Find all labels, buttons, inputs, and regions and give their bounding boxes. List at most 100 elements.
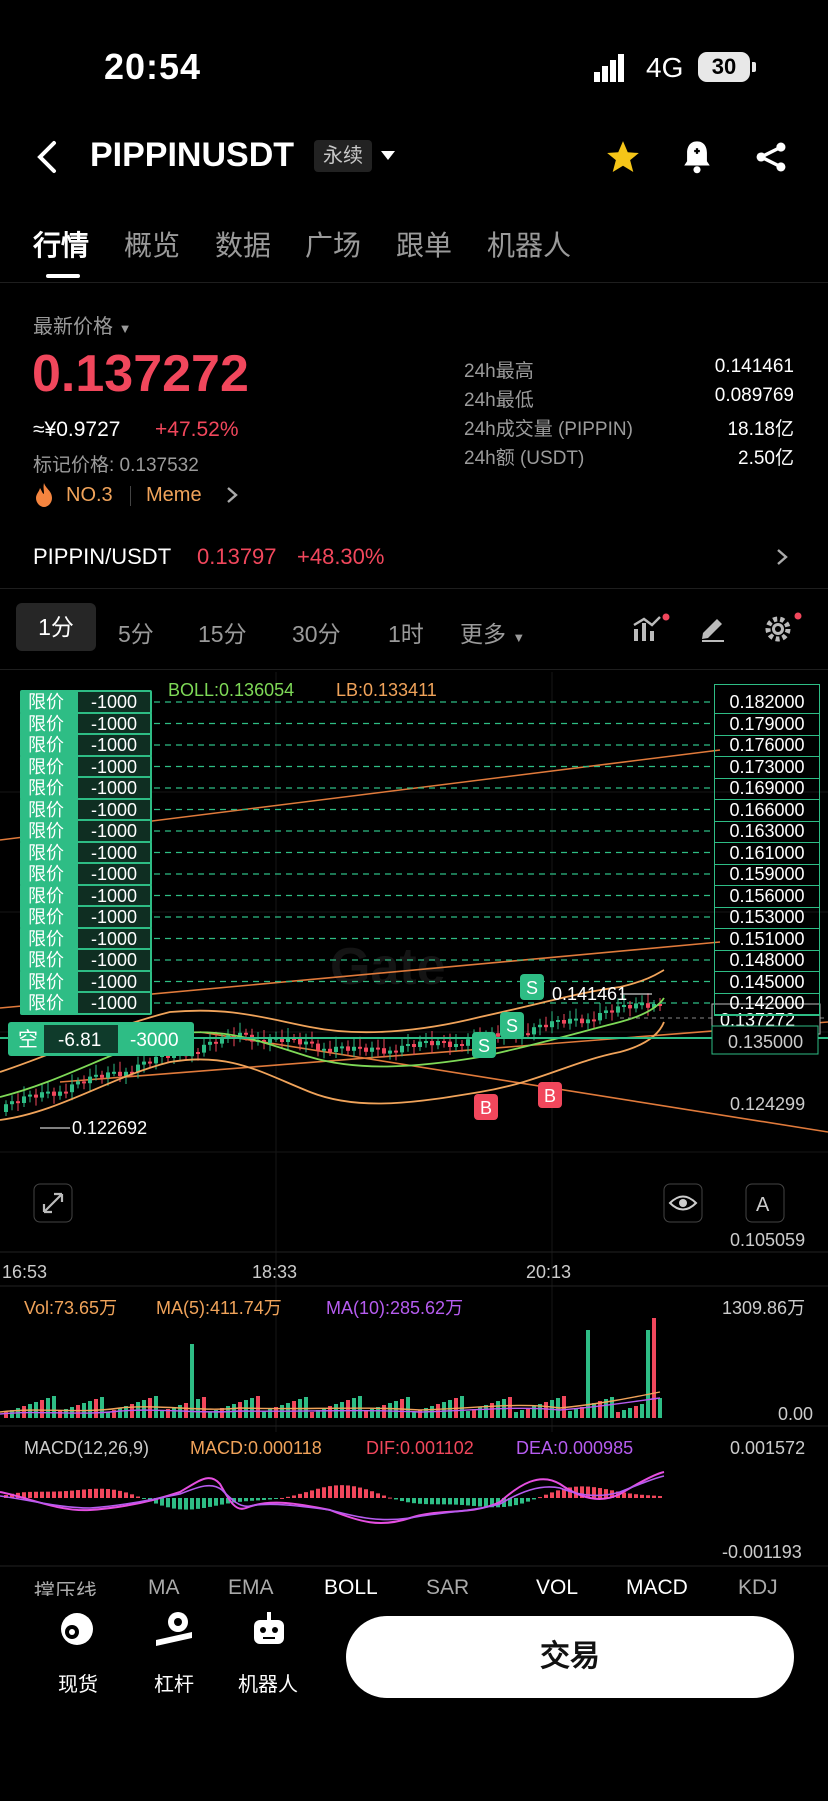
volume-bar (358, 1396, 362, 1418)
macd-bar (598, 1488, 602, 1498)
trade-button[interactable]: 交易 (346, 1616, 794, 1698)
sector-tag[interactable]: Meme (146, 484, 202, 506)
limit-order-tag[interactable]: 限价 -1000 (20, 926, 152, 951)
candle-body (616, 1006, 620, 1013)
chevron-right-icon[interactable] (226, 486, 238, 504)
timeframe-5m[interactable]: 5分 (118, 621, 154, 647)
candle-body (280, 1037, 284, 1042)
candle-body (436, 1041, 440, 1046)
volume-bar (100, 1397, 104, 1418)
candle-body (538, 1024, 542, 1028)
price-level-label: 0.176000 (715, 734, 819, 757)
limit-order-tag[interactable]: 限价 -1000 (20, 862, 152, 886)
candle-body (4, 1104, 8, 1112)
macd-bar (604, 1489, 608, 1498)
indicator-tab-ema[interactable]: EMA (228, 1576, 274, 1599)
limit-order-tag[interactable]: 限价 -1000 (20, 991, 152, 1015)
spot-pair-row[interactable]: PIPPIN/USDT 0.13797 +48.30% (0, 530, 828, 586)
macd-bar (334, 1485, 338, 1498)
macd-bar (412, 1498, 416, 1504)
limit-order-tag[interactable]: 限价 -1000 (20, 711, 152, 736)
limit-order-tag[interactable]: 限价 -1000 (20, 969, 152, 994)
volume-bar (244, 1400, 248, 1418)
timeframe-1h[interactable]: 1时 (388, 621, 424, 647)
tab-bot[interactable]: 机器人 (487, 230, 572, 261)
draw-tool-icon[interactable] (698, 613, 728, 643)
dif-value: DIF:0.001102 (366, 1438, 474, 1458)
limit-order-tag[interactable]: 限价 -1000 (20, 819, 152, 843)
nav-spot[interactable]: 现货 (38, 1613, 118, 1697)
nav-robot[interactable]: 机器人 (228, 1612, 308, 1697)
fullscreen-icon[interactable] (33, 1183, 73, 1223)
limit-order-tag[interactable]: 限价 -1000 (20, 754, 152, 779)
volume-bar (364, 1411, 368, 1418)
indicator-tab-ma[interactable]: MA (148, 1576, 180, 1599)
indicator-tab-kdj[interactable]: KDJ (738, 1576, 778, 1599)
volume-bar (346, 1400, 350, 1418)
candle-body (286, 1038, 290, 1042)
macd-bar (586, 1486, 590, 1498)
timeframe-more[interactable]: 更多 ▼ (460, 621, 526, 647)
candle-body (52, 1091, 56, 1096)
tab-overview[interactable]: 概览 (124, 230, 181, 261)
candle-body (340, 1046, 344, 1049)
chevron-down-icon[interactable] (380, 150, 396, 162)
candle-body (580, 1018, 584, 1024)
volume-bar (580, 1407, 584, 1418)
timeframe-15m[interactable]: 15分 (198, 621, 247, 647)
volume-bar (508, 1397, 512, 1418)
volume-bar (586, 1330, 590, 1418)
bell-alert-icon[interactable] (680, 138, 714, 176)
macd-bar (568, 1487, 572, 1498)
kline-chart[interactable]: Gate 0.137272 0.135000 BOLL:0.136054 LB:… (0, 672, 828, 1600)
nav-leverage[interactable]: 杠杆 (134, 1612, 214, 1697)
limit-order-tag[interactable]: 限价 -1000 (20, 776, 152, 800)
macd-bar (124, 1492, 128, 1498)
symbol-title[interactable]: PIPPINUSDT (90, 136, 295, 174)
indicator-tab-boll[interactable]: BOLL (324, 1576, 378, 1599)
price-level-label: 0.151000 (715, 928, 819, 951)
vol-axis-max: 1309.86万 (722, 1298, 805, 1318)
position-qty: -3000 (130, 1030, 179, 1051)
indicator-icon[interactable] (632, 613, 670, 645)
share-icon[interactable] (754, 140, 788, 174)
tab-market[interactable]: 行情 (33, 230, 90, 261)
tab-square[interactable]: 广场 (305, 230, 362, 261)
candle-body (466, 1039, 470, 1046)
macd-bar (130, 1494, 134, 1498)
limit-order-tag[interactable]: 限价 -1000 (20, 948, 152, 972)
auto-scale-icon[interactable]: A (745, 1183, 785, 1223)
indicator-tab-vol[interactable]: VOL (536, 1576, 579, 1599)
limit-order-tag[interactable]: 限价 -1000 (20, 797, 152, 822)
limit-order-tag[interactable]: 限价 -1000 (20, 733, 152, 757)
macd-bar (658, 1496, 662, 1498)
indicator-tab-sar[interactable]: SAR (426, 1576, 470, 1599)
limit-order-tag[interactable]: 限价 -1000 (20, 690, 152, 714)
indicator-tab-macd[interactable]: MACD (626, 1576, 688, 1599)
volume-bar (490, 1403, 494, 1418)
macd-bar (94, 1488, 98, 1498)
timeframe-30m[interactable]: 30分 (292, 621, 341, 647)
volume-bar (418, 1410, 422, 1418)
limit-order-tag[interactable]: 限价 -1000 (20, 840, 152, 865)
price-label[interactable]: 最新价格 ▼ (33, 316, 132, 338)
limit-order-tag[interactable]: 限价 -1000 (20, 905, 152, 929)
tab-copy-trade[interactable]: 跟单 (396, 230, 453, 261)
time-label-2: 18:33 (252, 1262, 297, 1282)
eye-icon[interactable] (663, 1183, 703, 1223)
limit-order-tags[interactable]: 限价 -1000 限价 -1000 限价 -1000 限价 -1000 限价 -1000 限价 -10… (20, 672, 154, 1015)
macd-bar (532, 1498, 536, 1500)
contract-type-badge[interactable]: 永续 (314, 140, 372, 172)
volume-bar (568, 1411, 572, 1418)
candle-body (64, 1091, 68, 1094)
rank-badge[interactable]: NO.3 (66, 484, 113, 506)
limit-order-tag[interactable]: 限价 -1000 (20, 883, 152, 908)
back-icon[interactable] (34, 140, 58, 174)
candle-body (202, 1044, 206, 1053)
timeframe-1m[interactable]: 1分 (16, 603, 96, 651)
volume-bar (76, 1405, 80, 1418)
star-icon[interactable] (604, 138, 642, 176)
tab-data[interactable]: 数据 (215, 230, 272, 261)
settings-gear-icon[interactable] (762, 611, 802, 645)
volume-bar (598, 1401, 602, 1418)
